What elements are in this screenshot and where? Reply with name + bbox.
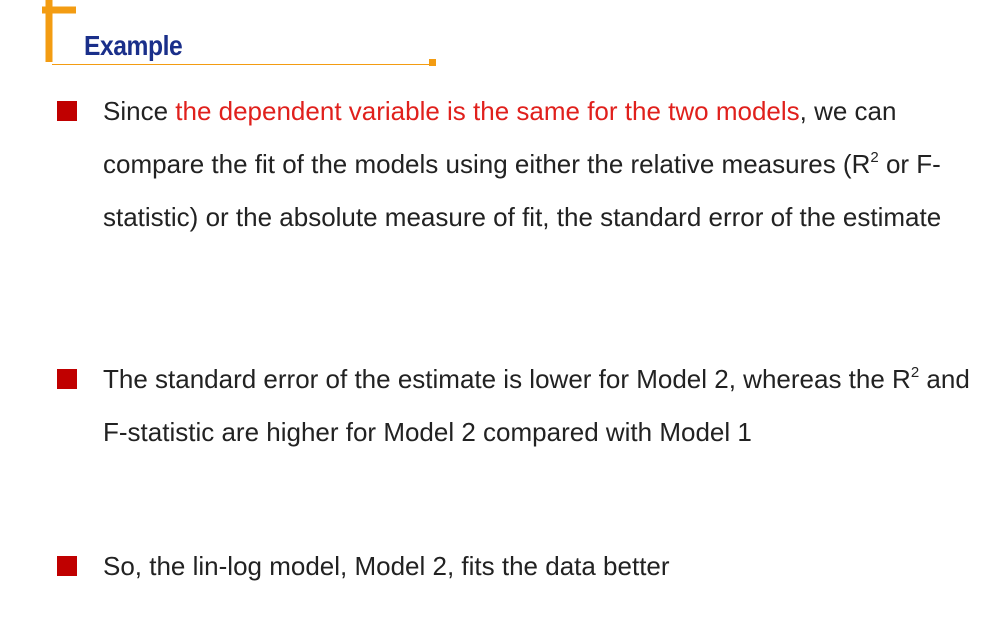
superscript: 2 [870,149,879,166]
bullet-text-segment: and F-statistic are higher for Model 2 c… [103,364,970,447]
superscript: 2 [910,364,920,381]
bullet-square-icon [57,101,77,121]
bullet-text-segment: The standard error of the estimate is lo… [103,364,911,394]
bullet-item: The standard error of the estimate is lo… [57,360,977,459]
title-underline [52,64,430,65]
bullet-text-segment: Since [103,96,176,126]
slide-title: Example [84,30,183,61]
bullet-square-icon [57,369,77,389]
bullet-text: So, the lin-log model, Model 2, fits the… [103,540,977,593]
corner-bracket-decoration [42,0,76,62]
bullet-text-segment: So, the lin-log model, Model 2, fits the… [103,551,670,581]
bullet-text-segment: or F-statistic) or the absolute measure … [103,149,942,232]
bullet-square-icon [57,556,77,576]
bullet-text: The standard error of the estimate is lo… [103,353,977,459]
bullet-text: Since the dependent variable is the same… [103,85,977,244]
bullet-text-segment: , we can compare the fit of the models u… [103,96,897,179]
bullet-item: So, the lin-log model, Model 2, fits the… [57,547,977,593]
title-underline-dot [429,59,436,66]
bullet-text-highlight: the dependent variable is the same for t… [175,96,800,126]
bracket-shape [42,0,76,62]
bullet-item: Since the dependent variable is the same… [57,92,977,244]
